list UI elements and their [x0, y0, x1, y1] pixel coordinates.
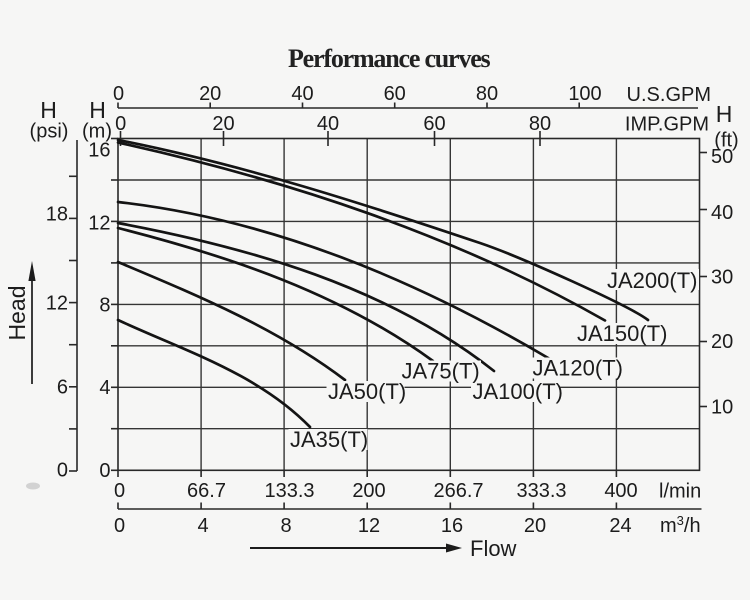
svg-text:6: 6 — [57, 377, 68, 399]
svg-text:18: 18 — [46, 204, 68, 226]
svg-text:(m): (m) — [82, 121, 112, 143]
svg-text:4: 4 — [197, 515, 208, 537]
svg-text:20: 20 — [212, 113, 234, 135]
svg-text:JA150(T): JA150(T) — [577, 321, 667, 346]
svg-text:40: 40 — [317, 113, 339, 135]
svg-text:200: 200 — [352, 480, 385, 502]
svg-text:0: 0 — [114, 515, 125, 537]
svg-text:4: 4 — [99, 377, 110, 399]
svg-text:20: 20 — [199, 83, 221, 105]
svg-text:12: 12 — [88, 213, 110, 235]
svg-text:0: 0 — [99, 460, 110, 482]
svg-text:JA35(T): JA35(T) — [290, 427, 368, 452]
svg-text:U.S.GPM: U.S.GPM — [627, 84, 711, 106]
svg-text:400: 400 — [604, 480, 637, 502]
svg-text:H: H — [716, 101, 733, 127]
svg-text:100: 100 — [568, 83, 601, 105]
svg-text:H: H — [89, 97, 106, 123]
svg-text:m3/h: m3/h — [660, 513, 701, 537]
svg-text:40: 40 — [291, 83, 313, 105]
svg-text:60: 60 — [423, 113, 445, 135]
svg-text:66.7: 66.7 — [187, 480, 226, 502]
svg-text:20: 20 — [711, 331, 733, 353]
svg-text:(ft): (ft) — [714, 130, 738, 152]
svg-text:80: 80 — [529, 113, 551, 135]
svg-text:266.7: 266.7 — [433, 480, 483, 502]
svg-text:30: 30 — [711, 267, 733, 289]
svg-text:333.3: 333.3 — [516, 480, 566, 502]
svg-text:Performance curves: Performance curves — [288, 44, 491, 73]
svg-text:12: 12 — [46, 293, 68, 315]
svg-text:JA75(T): JA75(T) — [402, 359, 480, 384]
svg-text:H: H — [40, 97, 57, 123]
svg-text:16: 16 — [441, 515, 463, 537]
svg-text:8: 8 — [99, 295, 110, 317]
svg-text:0: 0 — [57, 460, 68, 482]
svg-text:0: 0 — [115, 113, 126, 135]
svg-text:0: 0 — [113, 83, 124, 105]
svg-text:12: 12 — [358, 515, 380, 537]
svg-text:8: 8 — [280, 515, 291, 537]
svg-text:10: 10 — [711, 397, 733, 419]
svg-text:80: 80 — [476, 83, 498, 105]
svg-text:Flow: Flow — [470, 536, 517, 561]
svg-text:0: 0 — [114, 480, 125, 502]
svg-text:Head: Head — [4, 286, 30, 341]
svg-text:JA120(T): JA120(T) — [533, 356, 623, 381]
svg-text:IMP.GPM: IMP.GPM — [625, 114, 709, 136]
svg-text:JA200(T): JA200(T) — [607, 268, 697, 293]
svg-text:16: 16 — [88, 140, 110, 162]
svg-text:60: 60 — [384, 83, 406, 105]
svg-text:133.3: 133.3 — [264, 480, 314, 502]
svg-text:JA100(T): JA100(T) — [473, 379, 563, 404]
svg-text:24: 24 — [609, 515, 631, 537]
svg-text:40: 40 — [711, 202, 733, 224]
svg-text:l/min: l/min — [659, 481, 701, 503]
svg-text:(psi): (psi) — [30, 121, 69, 143]
svg-text:50: 50 — [711, 146, 733, 168]
svg-text:20: 20 — [524, 515, 546, 537]
svg-text:JA50(T): JA50(T) — [328, 379, 406, 404]
